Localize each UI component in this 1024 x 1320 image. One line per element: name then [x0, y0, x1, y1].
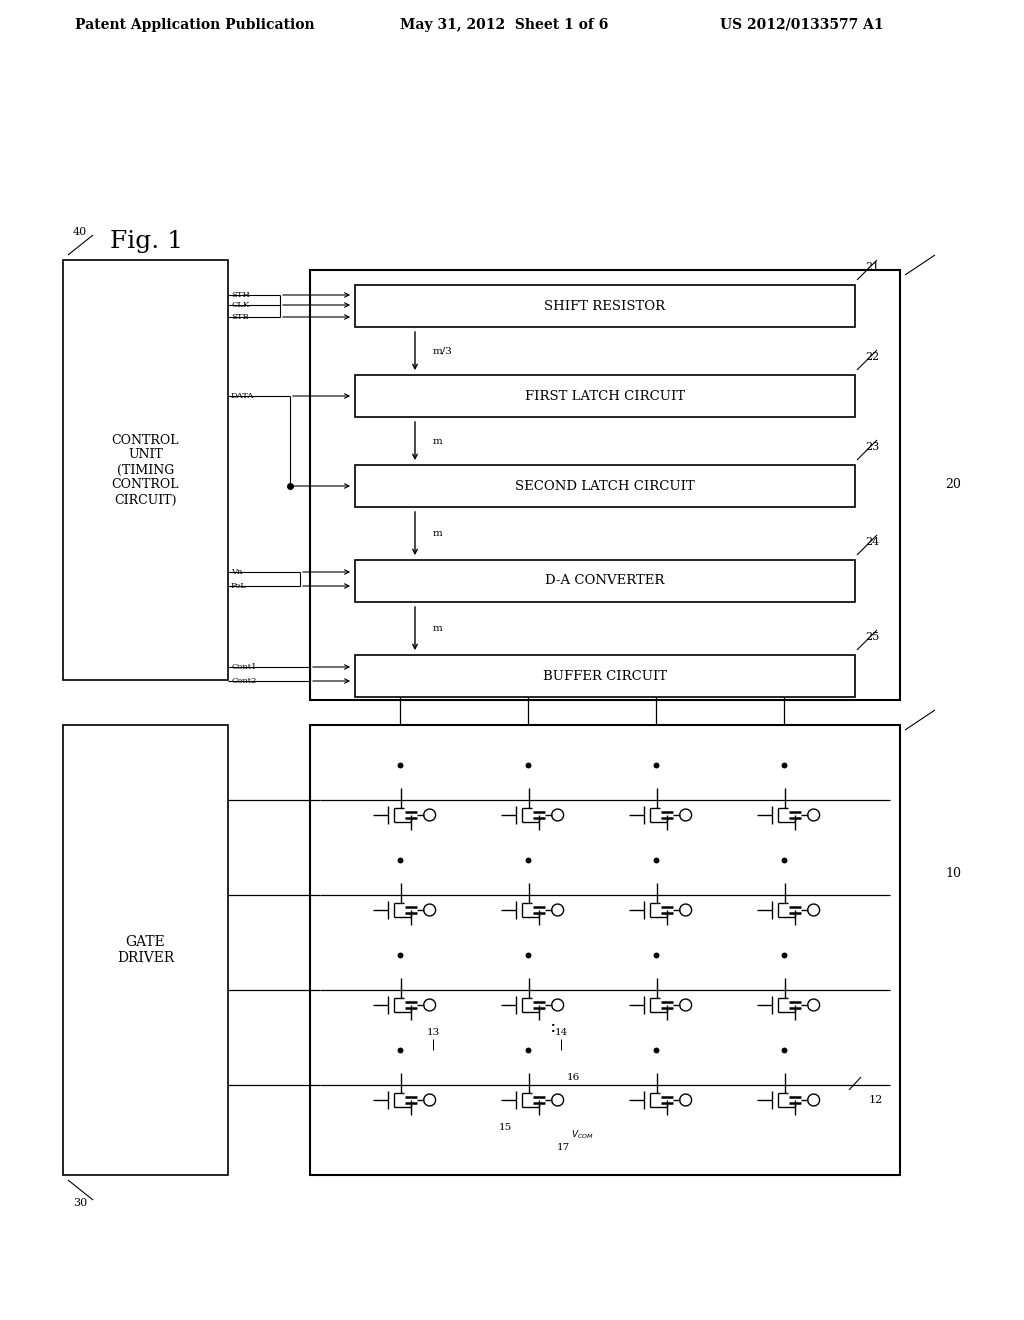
- Text: SHIFT RESISTOR: SHIFT RESISTOR: [545, 300, 666, 313]
- Text: Cont2: Cont2: [231, 677, 256, 685]
- Text: US 2012/0133577 A1: US 2012/0133577 A1: [720, 18, 884, 32]
- Bar: [310, 271, 900, 700]
- Text: 30: 30: [73, 1199, 87, 1208]
- Text: $V_{COM}$: $V_{COM}$: [571, 1129, 594, 1142]
- Text: SECOND LATCH CIRCUIT: SECOND LATCH CIRCUIT: [515, 479, 695, 492]
- Text: May 31, 2012  Sheet 1 of 6: May 31, 2012 Sheet 1 of 6: [400, 18, 608, 32]
- Text: STH: STH: [231, 290, 250, 300]
- Text: 12: 12: [869, 1096, 884, 1105]
- Bar: [63, 725, 228, 1175]
- Text: Fig. 1: Fig. 1: [110, 230, 183, 253]
- Bar: [355, 560, 855, 602]
- Bar: [355, 465, 855, 507]
- Text: Patent Application Publication: Patent Application Publication: [75, 18, 314, 32]
- Text: m/3: m/3: [433, 346, 453, 355]
- Text: D-A CONVERTER: D-A CONVERTER: [546, 574, 665, 587]
- Text: :: :: [550, 1019, 556, 1036]
- Bar: [63, 260, 228, 680]
- Text: CLK: CLK: [231, 301, 250, 309]
- Bar: [355, 655, 855, 697]
- Bar: [355, 285, 855, 327]
- Text: CONTROL
UNIT
(TIMING
CONTROL
CIRCUIT): CONTROL UNIT (TIMING CONTROL CIRCUIT): [112, 433, 179, 507]
- Text: STB: STB: [231, 313, 249, 321]
- Text: 17: 17: [556, 1143, 569, 1151]
- Text: 14: 14: [554, 1028, 567, 1038]
- Text: 13: 13: [426, 1028, 439, 1038]
- Text: 23: 23: [865, 442, 880, 451]
- Text: 22: 22: [865, 352, 880, 362]
- Text: FIRST LATCH CIRCUIT: FIRST LATCH CIRCUIT: [525, 389, 685, 403]
- Text: 16: 16: [566, 1072, 580, 1081]
- Bar: [310, 725, 900, 1175]
- Text: BUFFER CIRCUIT: BUFFER CIRCUIT: [543, 669, 667, 682]
- Text: DATA: DATA: [231, 392, 254, 400]
- Text: 40: 40: [73, 227, 87, 238]
- Text: 15: 15: [499, 1122, 512, 1131]
- Bar: [355, 375, 855, 417]
- Text: 20: 20: [945, 479, 961, 491]
- Text: 10: 10: [945, 867, 961, 880]
- Text: m: m: [433, 529, 442, 539]
- Text: PoL: PoL: [231, 582, 247, 590]
- Text: m: m: [433, 624, 442, 634]
- Text: 21: 21: [865, 261, 880, 272]
- Text: GATE
DRIVER: GATE DRIVER: [117, 935, 174, 965]
- Text: m: m: [433, 437, 442, 446]
- Bar: [734, 1074, 839, 1140]
- Text: Cont1: Cont1: [231, 663, 256, 671]
- Text: 25: 25: [865, 632, 880, 642]
- Text: Vn: Vn: [231, 568, 243, 576]
- Text: 24: 24: [865, 537, 880, 546]
